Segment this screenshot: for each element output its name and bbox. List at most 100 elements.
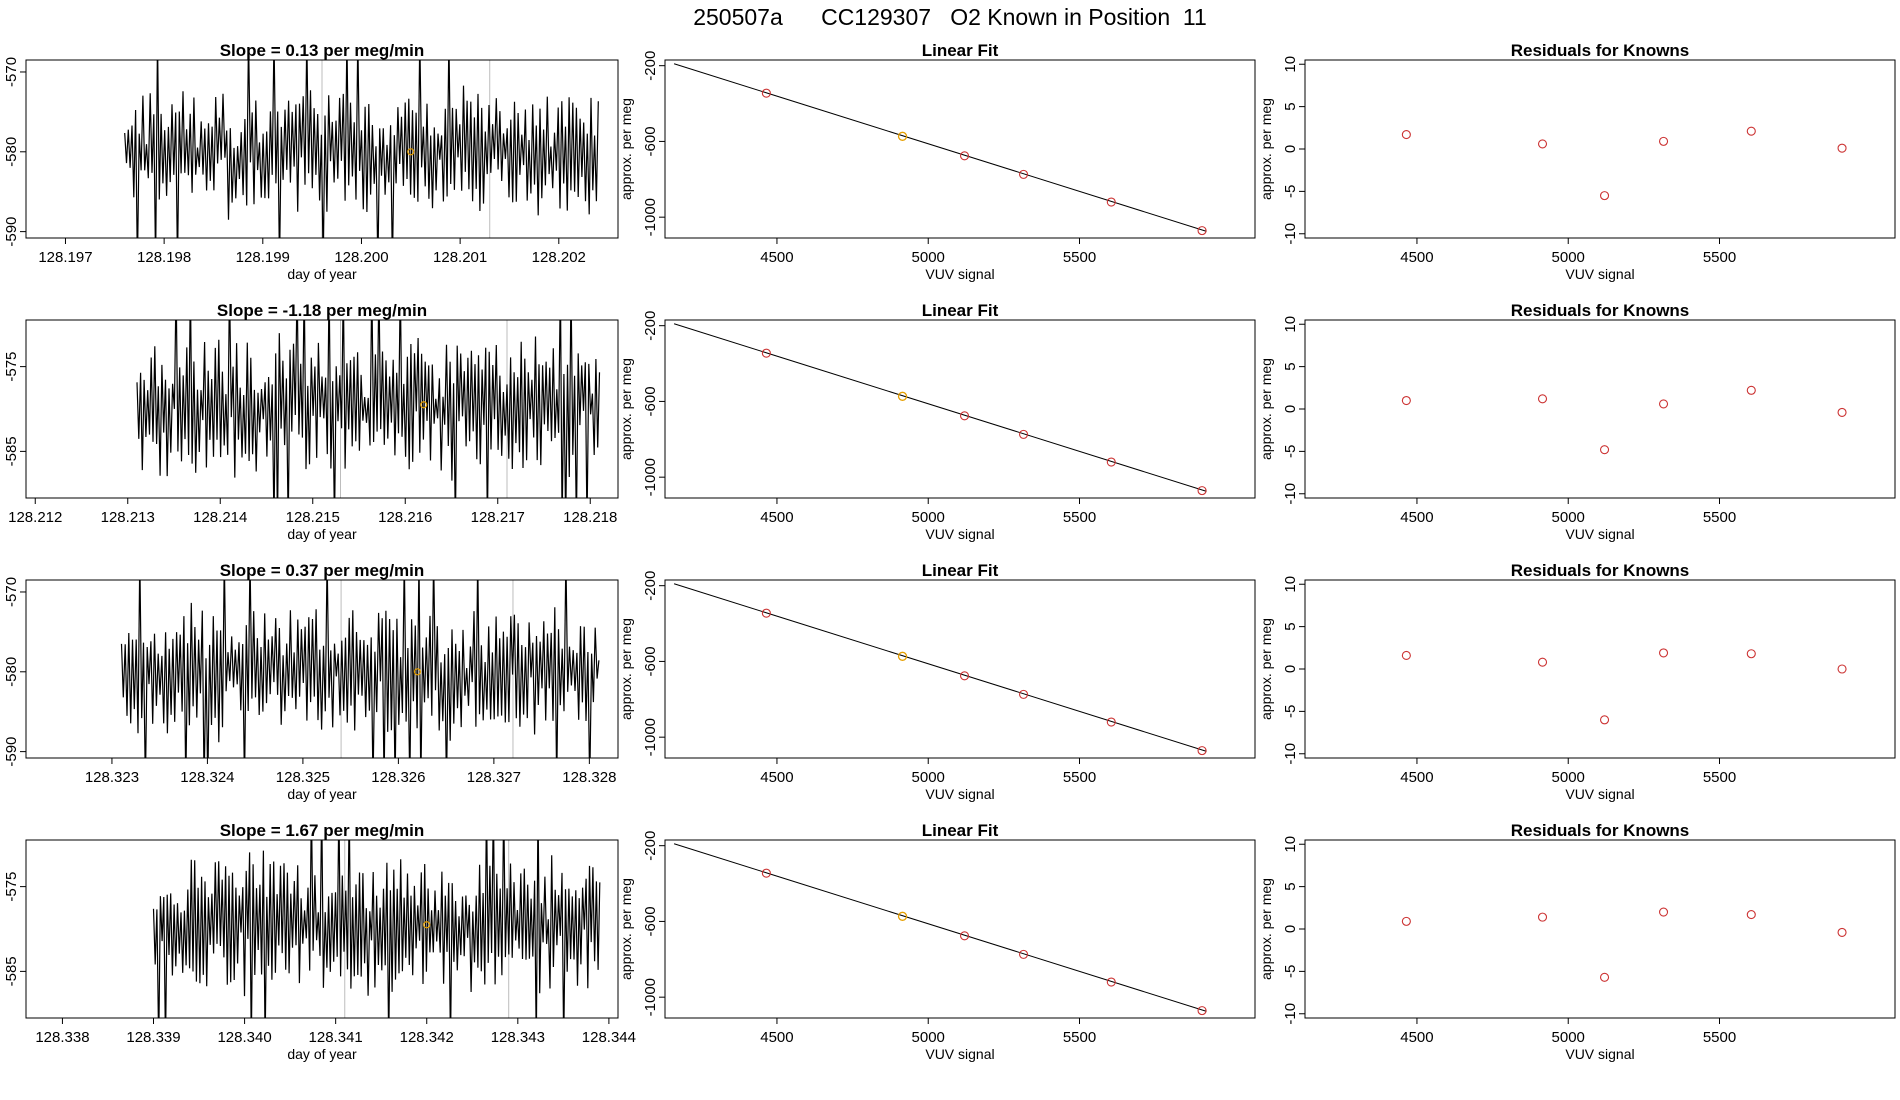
y-tick-label: -200 bbox=[642, 571, 659, 601]
panel-2-2: 4500 5000 5500 -1000 -600 -200 Linear Fit VUV s… bbox=[618, 301, 1256, 542]
y-tick-label: 10 bbox=[1282, 56, 1299, 73]
plot-area bbox=[1401, 385, 1847, 455]
data-point bbox=[1837, 407, 1847, 417]
x-tick-label: 128.198 bbox=[137, 249, 191, 266]
x-tick-label: 4500 bbox=[760, 509, 793, 526]
x-axis-label: VUV signal bbox=[1565, 266, 1634, 282]
y-tick-label: -600 bbox=[642, 906, 659, 936]
data-point bbox=[1746, 385, 1756, 395]
y-tick-label: 5 bbox=[1282, 362, 1299, 370]
x-axis-label: VUV signal bbox=[925, 786, 994, 802]
data-point bbox=[1197, 746, 1207, 756]
x-tick-label: 128.215 bbox=[286, 509, 340, 526]
plot-frame bbox=[664, 579, 1256, 759]
y-tick-label: -1000 bbox=[642, 458, 659, 496]
data-point bbox=[1018, 429, 1029, 439]
data-point bbox=[761, 348, 771, 358]
x-tick-label: 128.339 bbox=[126, 1029, 180, 1046]
plot-frame bbox=[1304, 839, 1896, 1019]
y-tick-label: -580 bbox=[3, 137, 20, 167]
y-tick-label: -10 bbox=[1282, 483, 1299, 505]
x-tick-label: 128.213 bbox=[101, 509, 155, 526]
y-tick-label: 5 bbox=[1282, 102, 1299, 110]
y-tick-label: -10 bbox=[1282, 1003, 1299, 1025]
data-point bbox=[959, 411, 970, 421]
y-tick-label: -5 bbox=[1282, 965, 1299, 978]
panel-title: Slope = 1.67 per meg/min bbox=[220, 821, 425, 840]
x-tick-label: 128.201 bbox=[433, 249, 487, 266]
data-point bbox=[761, 88, 771, 98]
x-axis-label: day of year bbox=[287, 266, 357, 282]
panel-title: Linear Fit bbox=[922, 821, 999, 840]
x-tick-label: 128.344 bbox=[582, 1029, 636, 1046]
data-point bbox=[1106, 197, 1116, 207]
data-point bbox=[1401, 395, 1411, 406]
y-tick-label: -10 bbox=[1282, 743, 1299, 765]
x-axis-label: VUV signal bbox=[925, 1046, 994, 1062]
y-tick-label: -5 bbox=[1282, 445, 1299, 458]
data-point bbox=[959, 671, 970, 681]
fit-line bbox=[673, 843, 1207, 1012]
panel-title: Slope = 0.37 per meg/min bbox=[220, 561, 425, 580]
panel-title: Linear Fit bbox=[922, 301, 999, 320]
plot-frame bbox=[664, 59, 1256, 239]
plot-area bbox=[136, 320, 601, 498]
x-axis-label: VUV signal bbox=[1565, 526, 1634, 542]
y-tick-label: 0 bbox=[1282, 925, 1299, 933]
x-tick-label: 128.200 bbox=[334, 249, 388, 266]
x-tick-label: 4500 bbox=[1400, 1029, 1433, 1046]
mean-marker bbox=[413, 668, 422, 676]
x-tick-label: 128.214 bbox=[193, 509, 247, 526]
x-tick-label: 128.199 bbox=[236, 249, 290, 266]
y-axis-label: approx. per meg bbox=[618, 618, 634, 720]
data-point bbox=[1837, 927, 1847, 937]
y-tick-label: -600 bbox=[642, 646, 659, 676]
data-point bbox=[1197, 486, 1207, 496]
x-tick-label: 5000 bbox=[912, 769, 945, 786]
time-series-trace bbox=[124, 60, 599, 238]
panel-title: Residuals for Knowns bbox=[1511, 821, 1690, 840]
data-point bbox=[1746, 126, 1756, 136]
data-point bbox=[1537, 912, 1548, 922]
x-tick-label: 4500 bbox=[760, 1029, 793, 1046]
x-tick-label: 128.338 bbox=[35, 1029, 89, 1046]
y-tick-label: -570 bbox=[3, 577, 20, 607]
plot-frame bbox=[25, 59, 619, 239]
plot-area bbox=[673, 63, 1207, 236]
panel-3-1: 128.323 128.324 128.325 128.326 128.327 128.3… bbox=[3, 561, 619, 802]
plot-frame bbox=[664, 839, 1256, 1019]
x-tick-label: 128.197 bbox=[38, 249, 92, 266]
data-point bbox=[1018, 949, 1029, 959]
x-tick-label: 4500 bbox=[760, 769, 793, 786]
x-tick-label: 5000 bbox=[1552, 509, 1585, 526]
fit-line bbox=[673, 323, 1207, 492]
x-tick-label: 128.342 bbox=[400, 1029, 454, 1046]
plot-area bbox=[120, 580, 600, 758]
panel-title: Linear Fit bbox=[922, 561, 999, 580]
data-point bbox=[1658, 136, 1669, 146]
plot-frame bbox=[1304, 319, 1896, 499]
highlight-point bbox=[897, 651, 908, 661]
y-tick-label: 5 bbox=[1282, 882, 1299, 890]
plot-frame bbox=[1304, 579, 1896, 759]
y-tick-label: -200 bbox=[642, 51, 659, 81]
mean-marker bbox=[420, 401, 428, 409]
y-tick-label: -1000 bbox=[642, 198, 659, 236]
x-tick-label: 5500 bbox=[1703, 249, 1736, 266]
y-axis-label: approx. per meg bbox=[1258, 878, 1274, 980]
panel-1-2: 4500 5000 5500 -1000 -600 -200 Linear Fit VUV s… bbox=[618, 41, 1256, 282]
plot-frame bbox=[25, 579, 619, 759]
panel-4-2: 4500 5000 5500 -1000 -600 -200 Linear Fit VUV s… bbox=[618, 821, 1256, 1062]
y-tick-label: -590 bbox=[3, 217, 20, 247]
time-series-trace bbox=[136, 320, 601, 498]
y-tick-label: -1000 bbox=[642, 718, 659, 756]
data-point bbox=[1837, 664, 1847, 674]
y-tick-label: 10 bbox=[1282, 576, 1299, 593]
x-tick-label: 128.328 bbox=[562, 769, 616, 786]
x-tick-label: 5000 bbox=[912, 249, 945, 266]
plot-area bbox=[1401, 907, 1847, 982]
y-tick-label: -1000 bbox=[642, 978, 659, 1016]
data-point bbox=[959, 151, 970, 161]
data-point bbox=[1599, 191, 1610, 201]
y-tick-label: -200 bbox=[642, 311, 659, 341]
